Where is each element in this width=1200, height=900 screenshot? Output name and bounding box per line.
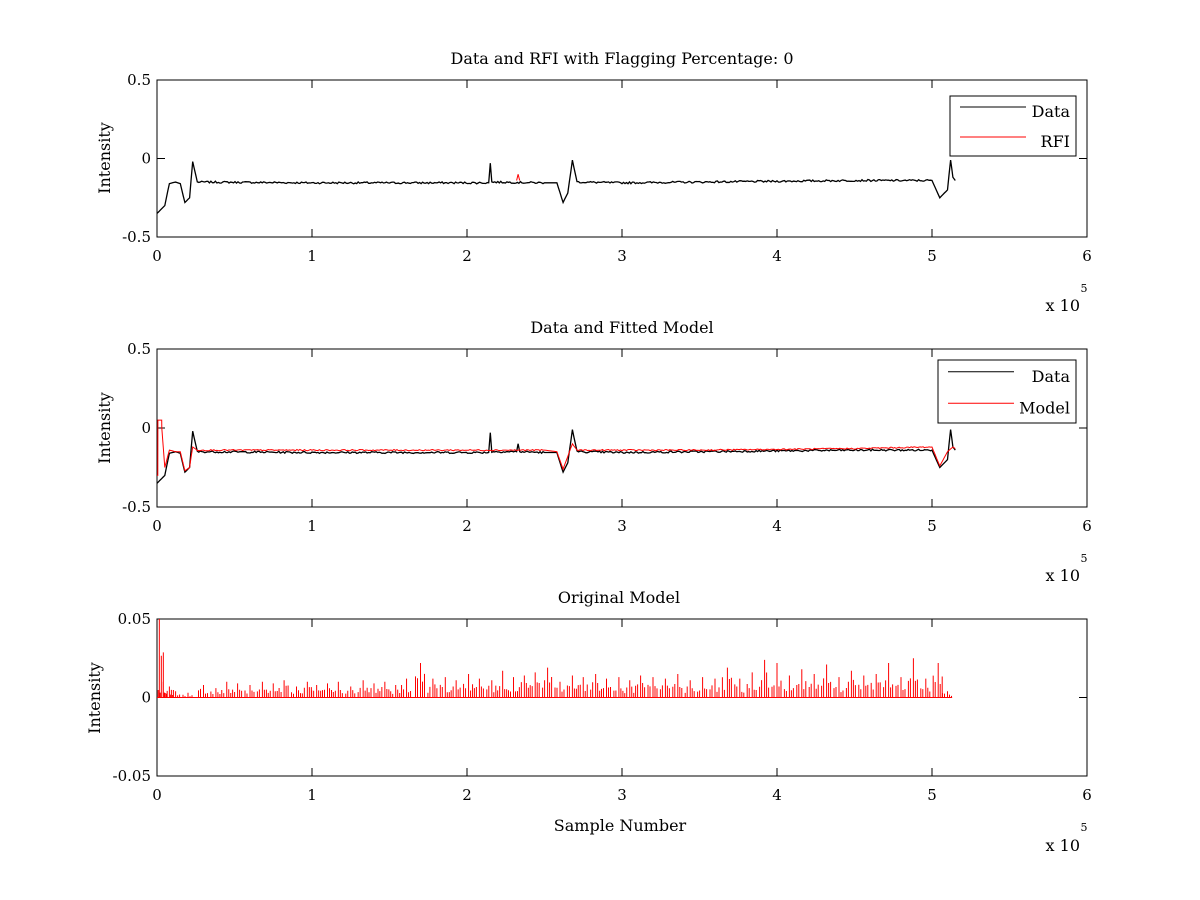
subplot-1-x-tick-label: 3 bbox=[617, 247, 627, 265]
subplot-3-x-tick-label: 3 bbox=[617, 786, 627, 804]
subplot-3-x-exponent-power: 5 bbox=[1081, 821, 1088, 834]
subplot-1-x-exponent-power: 5 bbox=[1081, 282, 1088, 295]
subplot-2-x-tick-label: 0 bbox=[152, 517, 162, 535]
subplot-2-title: Data and Fitted Model bbox=[530, 318, 713, 337]
subplot-1-x-tick-label: 0 bbox=[152, 247, 162, 265]
subplot-2-x-tick-label: 4 bbox=[772, 517, 782, 535]
subplot-1-title: Data and RFI with Flagging Percentage: 0 bbox=[450, 49, 793, 68]
subplot-2-legend-label-model: Model bbox=[1019, 398, 1070, 417]
subplot-1-series-rfi-line bbox=[516, 174, 521, 181]
subplot-1-x-tick-label: 1 bbox=[307, 247, 317, 265]
subplot-3: Original Model Intensity Sample Number x… bbox=[85, 588, 1092, 855]
subplot-3-x-tick-label: 4 bbox=[772, 786, 782, 804]
subplot-3-x-tick-label: 1 bbox=[307, 786, 317, 804]
subplot-2-series-model-line bbox=[157, 419, 956, 476]
subplot-3-y-axis-label: Intensity bbox=[85, 662, 104, 734]
subplot-3-x-axis-label: Sample Number bbox=[554, 816, 687, 835]
subplot-3-x-tick-label: 2 bbox=[462, 786, 472, 804]
subplot-3-series-model-line bbox=[157, 619, 953, 698]
subplot-1-series-data-line bbox=[157, 159, 956, 214]
subplot-2-x-tick-label: 6 bbox=[1082, 517, 1092, 535]
subplot-3-y-tick-label: -0.05 bbox=[113, 767, 151, 785]
subplot-1-x-tick-label: 2 bbox=[462, 247, 472, 265]
subplot-1-y-tick-label: 0 bbox=[141, 150, 151, 168]
subplot-2-legend-box bbox=[937, 359, 1077, 424]
subplot-3-x-exponent: x 10 bbox=[1046, 836, 1080, 855]
subplot-1: Data and RFI with Flagging Percentage: 0… bbox=[95, 49, 1092, 315]
subplot-2-y-tick-label: 0.5 bbox=[127, 340, 151, 358]
subplot-1-legend-label-data: Data bbox=[1032, 102, 1071, 121]
subplot-1-legend-label-rfi: RFI bbox=[1041, 132, 1070, 151]
subplot-1-y-axis-label: Intensity bbox=[95, 122, 114, 194]
subplot-2-y-tick-label: -0.5 bbox=[122, 498, 151, 516]
subplot-2-x-tick-label: 1 bbox=[307, 517, 317, 535]
subplot-2-y-axis-label: Intensity bbox=[95, 392, 114, 464]
subplot-1-x-tick-label: 5 bbox=[927, 247, 937, 265]
subplot-1-legend-box bbox=[949, 95, 1077, 157]
subplot-2-x-tick-label: 2 bbox=[462, 517, 472, 535]
subplot-3-y-tick-label: 0.05 bbox=[118, 610, 151, 628]
subplot-2-x-tick-label: 3 bbox=[617, 517, 627, 535]
subplot-1-x-tick-label: 4 bbox=[772, 247, 782, 265]
subplot-3-x-tick-label: 0 bbox=[152, 786, 162, 804]
subplot-2: Data and Fitted Model Intensity x 10 5 0… bbox=[95, 318, 1092, 585]
subplot-3-title: Original Model bbox=[558, 588, 680, 607]
subplot-1-legend: Data RFI bbox=[949, 95, 1077, 157]
subplot-1-x-tick-label: 6 bbox=[1082, 247, 1092, 265]
subplot-3-x-tick-label: 6 bbox=[1082, 786, 1092, 804]
subplot-1-y-tick-label: -0.5 bbox=[122, 228, 151, 246]
subplot-2-legend: Data Model bbox=[937, 359, 1077, 424]
subplot-1-y-tick-label: 0.5 bbox=[127, 71, 151, 89]
subplot-2-y-tick-label: 0 bbox=[141, 419, 151, 437]
subplot-3-y-tick-label: 0 bbox=[141, 689, 151, 707]
subplot-3-x-tick-label: 5 bbox=[927, 786, 937, 804]
subplot-2-legend-label-data: Data bbox=[1032, 367, 1071, 386]
subplot-1-x-exponent: x 10 bbox=[1046, 296, 1080, 315]
subplot-2-x-exponent-power: 5 bbox=[1081, 552, 1088, 565]
subplot-2-x-exponent: x 10 bbox=[1046, 566, 1080, 585]
subplot-2-x-tick-label: 5 bbox=[927, 517, 937, 535]
